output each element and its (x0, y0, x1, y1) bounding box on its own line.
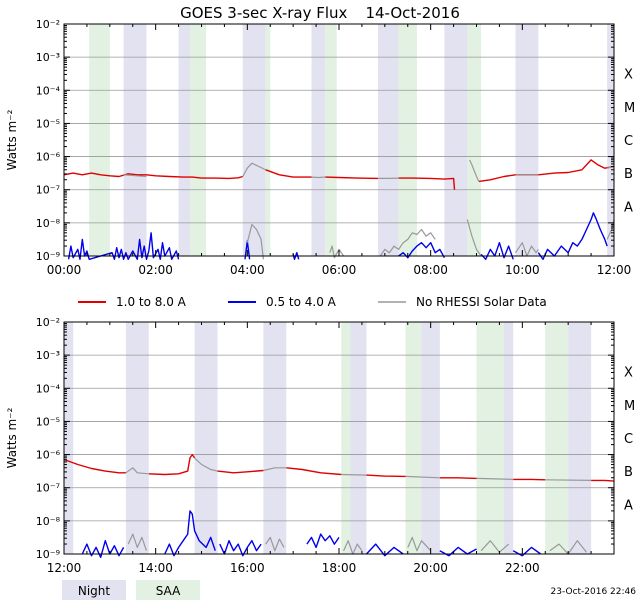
night-band (312, 24, 326, 256)
saa-band (266, 24, 271, 256)
night-band (179, 24, 190, 256)
x-tick-label: 10:00 (505, 263, 540, 277)
y-tick-label: 10⁻⁴ (36, 84, 61, 97)
series-long-line (218, 471, 264, 473)
x-tick-label: 00:00 (47, 263, 82, 277)
x-tick-label: 22:00 (505, 561, 540, 575)
y-tick-label: 10⁻⁴ (36, 382, 61, 395)
series-long-line (286, 468, 341, 475)
y-tick-label: 10⁻⁵ (36, 415, 60, 428)
night-band (378, 24, 399, 256)
y-tick-label: 10⁻⁷ (36, 482, 60, 495)
y-tick-label: 10⁻⁹ (36, 548, 60, 561)
y-tick-label: 10⁻⁵ (36, 117, 60, 130)
legend-no-rhessi-label: No RHESSI Solar Data (416, 295, 547, 309)
saa-band (467, 24, 481, 256)
saa-band (477, 322, 505, 554)
x-tick-label: 08:00 (413, 263, 448, 277)
x-tick-label: 04:00 (230, 263, 265, 277)
legend-long-label: 1.0 to 8.0 A (116, 295, 187, 309)
legend-bottom: Night SAA (62, 580, 200, 600)
legend-top: 1.0 to 8.0 A 0.5 to 4.0 A No RHESSI Sola… (78, 295, 547, 309)
series-long-line (591, 480, 614, 481)
series-long-line (149, 455, 195, 475)
x-tick-label: 02:00 (138, 263, 173, 277)
chart-date: 14-Oct-2016 (365, 4, 459, 22)
y-tick-label: 10⁻⁶ (36, 151, 61, 164)
x-tick-label: 14:00 (138, 561, 173, 575)
x-tick-label: 12:00 (597, 263, 632, 277)
y-tick-label: 10⁻² (36, 316, 60, 329)
flare-class-label: C (624, 432, 633, 447)
series-short-line (220, 541, 261, 556)
series-long-line (479, 160, 614, 182)
series-long-line (266, 170, 312, 177)
series-no-rhessi-line (341, 475, 366, 476)
x-tick-label: 16:00 (230, 561, 265, 575)
flare-class-label: A (624, 498, 633, 513)
night-band (422, 322, 440, 554)
y-tick-label: 10⁻⁹ (36, 250, 60, 263)
series-long-line (367, 475, 406, 476)
x-tick-label: 18:00 (322, 561, 357, 575)
y-tick-label: 10⁻³ (36, 51, 60, 64)
night-band (124, 24, 147, 256)
night-band (126, 322, 149, 554)
y-axis-label: Watts m⁻² (5, 109, 19, 170)
chart-title-text: GOES 3-sec X-ray Flux (180, 4, 347, 22)
y-tick-label: 10⁻² (36, 18, 60, 31)
y-tick-label: 10⁻⁸ (36, 515, 61, 528)
flare-class-label: M (624, 101, 635, 116)
saa-band (545, 322, 568, 554)
flare-class-label: B (624, 167, 633, 182)
y-tick-label: 10⁻⁷ (36, 184, 60, 197)
night-band (444, 24, 467, 256)
y-tick-label: 10⁻⁸ (36, 217, 61, 230)
legend-short-label: 0.5 to 4.0 A (266, 295, 337, 309)
flare-class-label: A (624, 200, 633, 215)
series-long-line (440, 478, 477, 479)
flare-class-label: C (624, 134, 633, 149)
series-long-line (64, 460, 126, 473)
series-short-line (82, 541, 123, 558)
footer-timestamp: 23-Oct-2016 22:46 (551, 587, 637, 597)
saa-band (325, 24, 336, 256)
night-band (263, 322, 286, 554)
top-panel: 10⁻⁹ 10⁻⁸ 10⁻⁷ 10⁻⁶ 10⁻⁵ 10⁻⁴ 10⁻³ 10⁻² A B C M X Wat… (5, 18, 635, 277)
series-short-line (307, 534, 339, 547)
saa-band (89, 24, 110, 256)
night-band (504, 322, 513, 554)
flare-class-label: X (624, 68, 633, 83)
y-tick-label: 10⁻³ (36, 349, 60, 362)
bottom-panel: 10⁻⁹ 10⁻⁸ 10⁻⁷ 10⁻⁶ 10⁻⁵ 10⁻⁴ 10⁻³ 10⁻² A B C M X Wat… (5, 316, 635, 575)
y-tick-label: 10⁻⁶ (36, 449, 61, 462)
night-band (243, 24, 266, 256)
flare-class-label: X (624, 366, 633, 381)
night-band (350, 322, 366, 554)
saa-band (405, 322, 421, 554)
x-tick-label: 12:00 (47, 561, 82, 575)
chart-title: GOES 3-sec X-ray Flux 14-Oct-2016 (180, 4, 460, 22)
y-axis-label: Watts m⁻² (5, 407, 19, 468)
x-tick-label: 20:00 (413, 561, 448, 575)
night-band (515, 24, 538, 256)
flare-class-label: B (624, 465, 633, 480)
series-short-line (481, 243, 513, 260)
saa-band (341, 322, 350, 554)
x-tick-label: 06:00 (322, 263, 357, 277)
series-short-line (538, 213, 607, 259)
saa-band (399, 24, 417, 256)
legend-night-label: Night (78, 584, 111, 598)
saa-band (190, 24, 206, 256)
night-band (195, 322, 218, 554)
legend-saa-label: SAA (156, 584, 181, 598)
series-no-rhessi-line (545, 480, 591, 481)
flare-class-label: M (624, 399, 635, 414)
night-band (568, 322, 591, 554)
